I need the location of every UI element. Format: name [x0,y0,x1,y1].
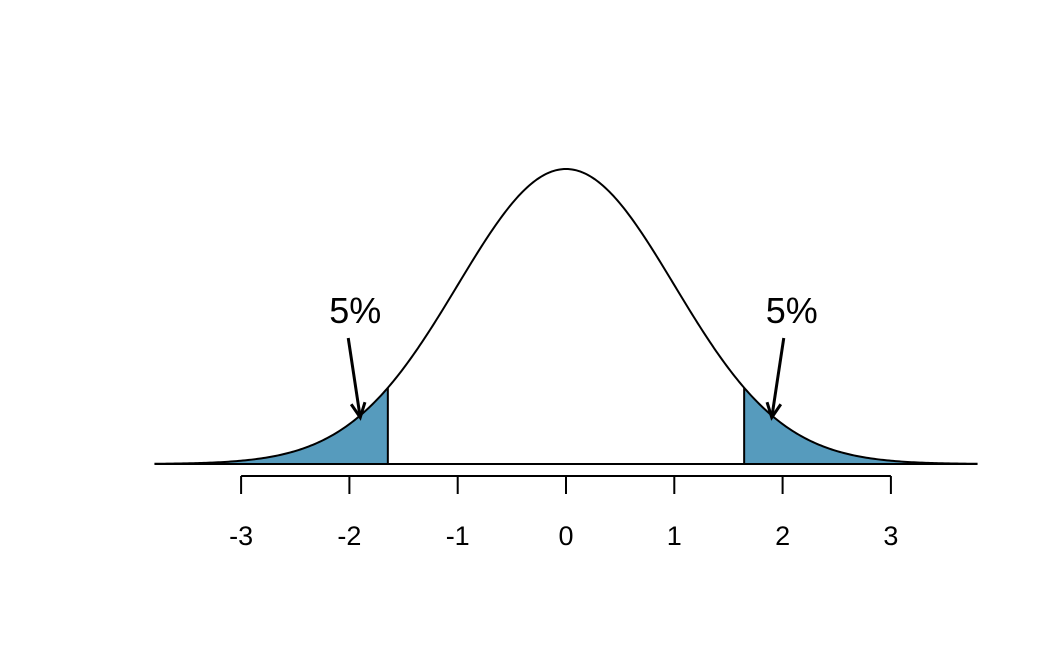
shaded-tail-left [154,387,388,464]
annotation-arrow-left [346,337,362,418]
shaded-tails [154,387,978,464]
annotation-label-left: 5% [329,290,381,331]
density-curve [154,167,978,465]
x-tick-label: 0 [558,521,573,551]
annotations: 5% 5% [329,290,818,421]
x-tick-label: -3 [229,521,253,551]
x-tick-label: 2 [775,521,790,551]
annotation-arrowhead-left [349,401,367,421]
annotation-arrow-right [770,337,786,418]
x-tick-label: -2 [337,521,361,551]
annotation-label-right: 5% [766,290,818,331]
x-axis: -3 -2 -1 0 1 2 3 [229,475,898,551]
x-tick-label: -1 [446,521,470,551]
x-tick-label: 1 [667,521,682,551]
x-tick-label: 3 [883,521,898,551]
annotation-arrowhead-right [765,401,783,421]
shaded-tail-right [744,387,978,464]
